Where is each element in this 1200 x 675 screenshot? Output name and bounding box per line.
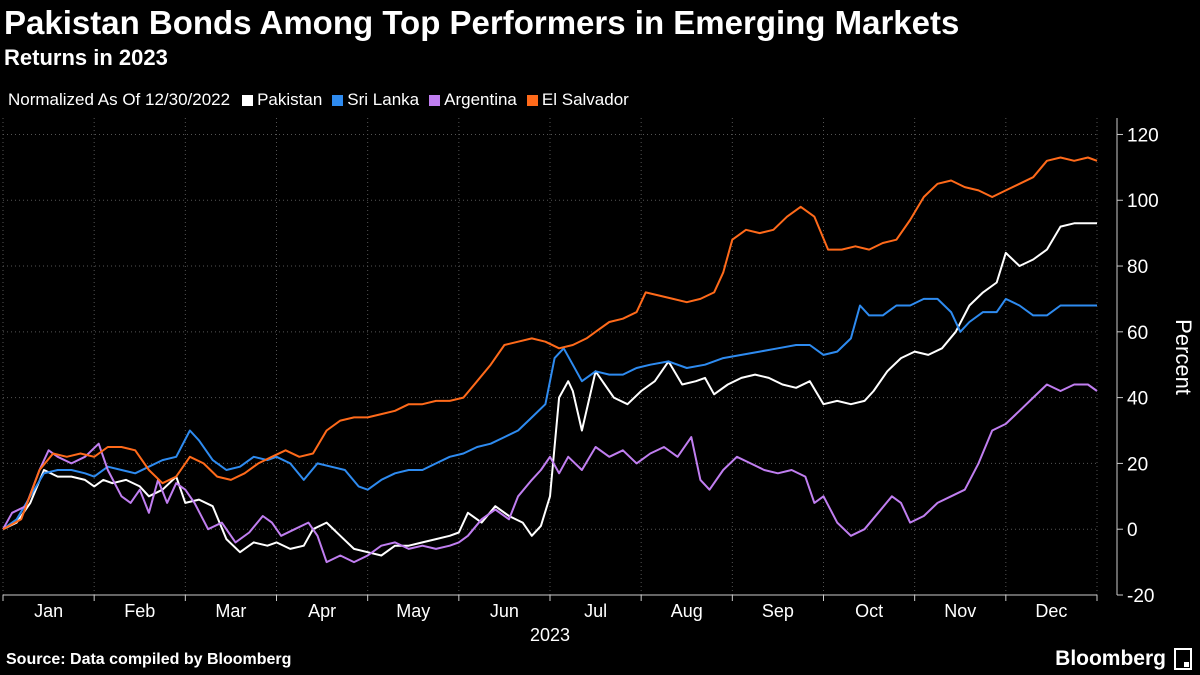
legend-swatch-argentina: [429, 94, 441, 106]
y-tick-label: 40: [1127, 389, 1148, 410]
series-line-pakistan: [2, 222, 1097, 557]
series-line-el-salvador: [2, 156, 1098, 531]
legend-swatch-sri-lanka: [332, 94, 344, 106]
legend-label-pakistan: Pakistan: [257, 90, 323, 109]
chart-title: Pakistan Bonds Among Top Performers in E…: [4, 4, 960, 41]
x-tick-label: Jul: [584, 601, 607, 621]
x-tick-label: Jan: [34, 601, 63, 621]
legend-note: Normalized As Of 12/30/2022: [8, 90, 231, 109]
chart-subtitle: Returns in 2023: [4, 45, 168, 70]
series-line-sri-lanka: [2, 297, 1097, 531]
y-tick-label: 60: [1127, 323, 1148, 344]
bloomberg-terminal-icon: [1174, 648, 1192, 670]
x-tick-label: Oct: [855, 601, 883, 621]
x-tick-label: Sep: [762, 601, 794, 621]
y-tick-label: 120: [1127, 125, 1159, 146]
y-tick-label: 20: [1127, 454, 1148, 475]
legend-label-argentina: Argentina: [444, 90, 517, 109]
legend-item-pakistan: Pakistan: [242, 90, 322, 110]
x-tick-label: Dec: [1035, 601, 1067, 621]
source-note: Source: Data compiled by Bloomberg: [6, 651, 292, 668]
legend-item-el-salvador: El Salvador: [526, 90, 629, 110]
x-tick-label: Mar: [215, 601, 246, 621]
y-tick-label: -20: [1127, 586, 1154, 607]
legend-label-el-salvador: El Salvador: [541, 90, 629, 109]
brand-name: Bloomberg: [1055, 647, 1166, 670]
y-axis-title: Percent: [1171, 319, 1196, 395]
legend-label-sri-lanka: Sri Lanka: [347, 90, 420, 109]
legend: Normalized As Of 12/30/2022 Pakistan Sri…: [8, 90, 639, 110]
series-line-argentina: [2, 383, 1098, 564]
legend-swatch-pakistan: [242, 94, 254, 106]
x-year-label: 2023: [530, 625, 570, 645]
x-tick-label: Aug: [671, 601, 703, 621]
x-tick-label: May: [396, 601, 430, 621]
y-tick-label: 80: [1127, 257, 1148, 278]
x-tick-label: Apr: [308, 601, 336, 621]
y-tick-label: 100: [1127, 191, 1159, 212]
x-tick-label: Feb: [124, 601, 155, 621]
legend-item-sri-lanka: Sri Lanka: [332, 90, 419, 110]
brand-logo: Bloomberg: [1055, 647, 1192, 671]
y-tick-label: 0: [1127, 520, 1138, 541]
legend-item-argentina: Argentina: [429, 90, 517, 110]
legend-swatch-el-salvador: [526, 94, 538, 106]
x-tick-label: Jun: [490, 601, 519, 621]
x-tick-label: Nov: [944, 601, 976, 621]
